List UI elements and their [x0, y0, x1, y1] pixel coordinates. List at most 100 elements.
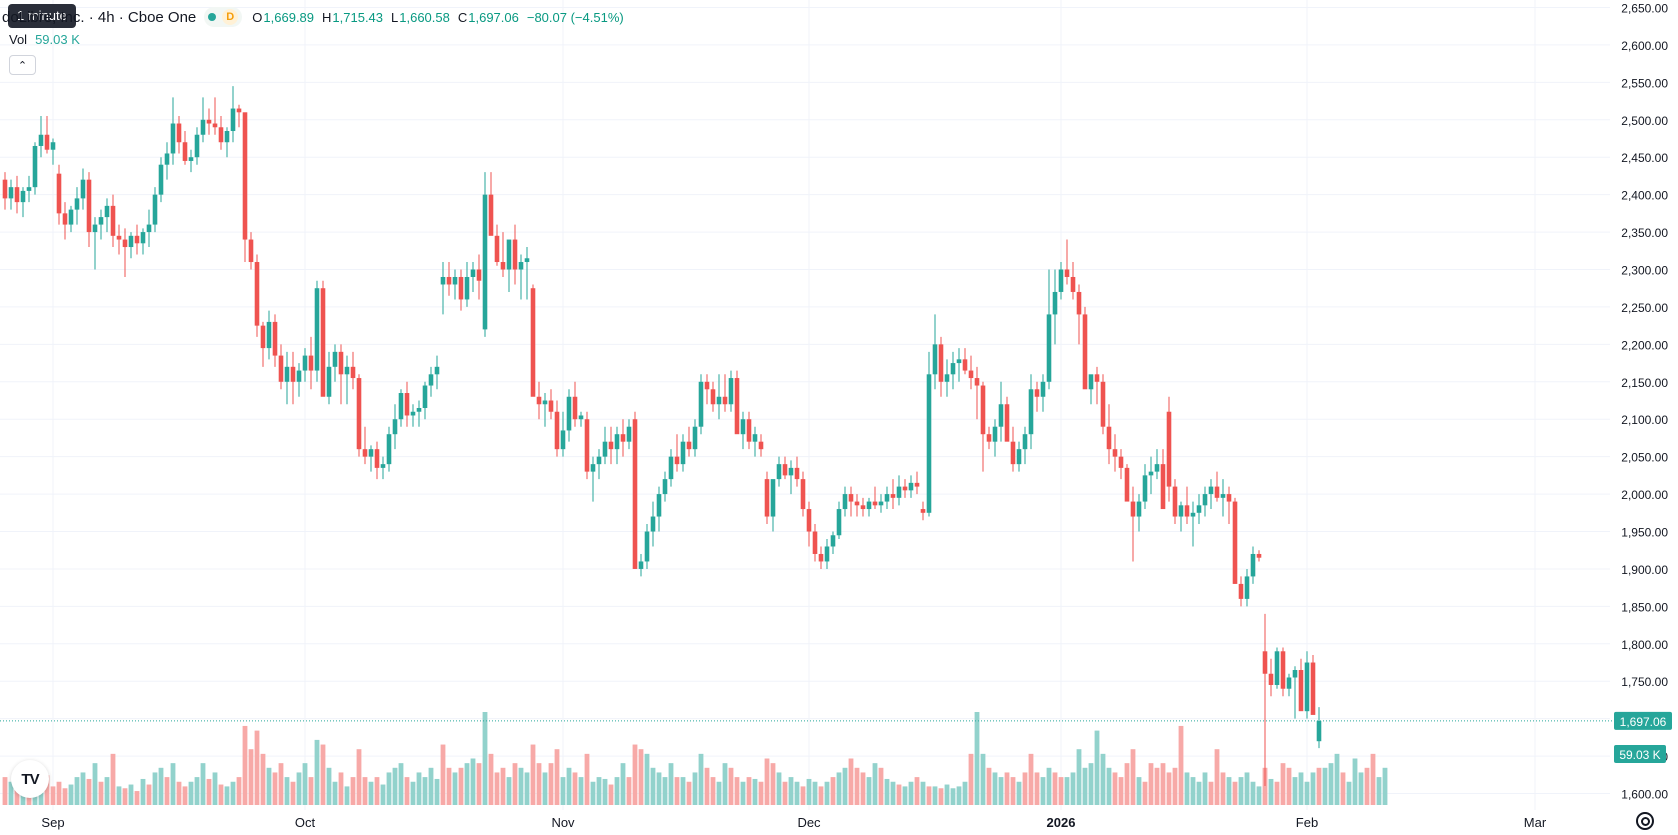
candle-body — [1178, 505, 1184, 517]
volume-bar — [1190, 777, 1196, 805]
candle-body — [764, 479, 770, 517]
volume-bar — [572, 772, 578, 805]
candle-body — [818, 553, 824, 562]
volume-bar — [380, 784, 386, 805]
candle-body — [554, 411, 560, 450]
candle-body — [896, 486, 902, 498]
candle-body — [506, 239, 512, 270]
candle-body — [668, 456, 674, 480]
volume-bar — [224, 786, 230, 805]
candle-body — [368, 449, 374, 457]
candle-body — [164, 153, 170, 165]
volume-bar — [776, 772, 782, 805]
volume-bar — [512, 763, 518, 805]
volume-legend[interactable]: Vol 59.03 K — [9, 32, 80, 47]
volume-bar — [242, 725, 248, 805]
volume-bar — [578, 777, 584, 805]
candle-body — [236, 108, 242, 113]
candle-body — [86, 179, 92, 233]
candle-body — [800, 479, 806, 510]
candle-body — [1226, 494, 1232, 502]
volume-bar — [8, 781, 14, 805]
candle-body — [1250, 553, 1256, 577]
candle-body — [878, 501, 884, 506]
candle-body — [68, 209, 74, 225]
candle-body — [950, 363, 956, 375]
candle-body — [476, 269, 482, 281]
symbol-title[interactable]: doLibre, Inc. · 4h · Cboe One — [2, 8, 197, 26]
volume-bar — [80, 772, 86, 805]
candle-body — [542, 400, 548, 405]
volume-bar — [1340, 772, 1346, 805]
volume-bar — [746, 777, 752, 805]
settings-gear-icon[interactable] — [1636, 812, 1654, 830]
volume-bar — [1250, 781, 1256, 805]
volume-bar — [314, 739, 320, 805]
candle-body — [884, 494, 890, 502]
volume-bar — [830, 777, 836, 805]
candle-body — [428, 374, 434, 386]
volume-bar — [1364, 767, 1370, 805]
ohlc-open: O1,669.89 — [252, 9, 315, 25]
volume-bar — [482, 712, 488, 805]
volume-bar — [1232, 781, 1238, 805]
candle-body — [8, 187, 14, 199]
volume-bar — [68, 784, 74, 805]
volume-bar — [14, 786, 20, 805]
candle-body — [806, 509, 812, 532]
candle-body — [254, 262, 260, 326]
volume-bar — [416, 772, 422, 805]
volume-bar — [1118, 777, 1124, 805]
candle-body — [548, 400, 554, 412]
candle-body — [302, 355, 308, 371]
y-tick-label: 2,100.00 — [1621, 413, 1668, 427]
volume-bar — [434, 778, 440, 805]
candle-body — [326, 366, 332, 397]
volume-bar — [908, 781, 914, 805]
candle-body — [272, 321, 278, 356]
volume-bar — [320, 744, 326, 805]
volume-bar — [1268, 778, 1274, 805]
volume-bar — [668, 763, 674, 805]
volume-bar — [98, 781, 104, 805]
volume-bar — [794, 781, 800, 805]
candle-body — [590, 464, 596, 472]
volume-bar — [302, 763, 308, 805]
volume-bar — [548, 763, 554, 805]
candle-body — [404, 393, 410, 416]
candle-body — [740, 419, 746, 435]
volume-bar — [866, 777, 872, 805]
candle-body — [50, 142, 56, 150]
volume-bar — [662, 777, 668, 805]
volume-bar — [1256, 786, 1262, 805]
volume-bar — [104, 777, 110, 805]
candle-body — [338, 351, 344, 375]
volume-badge — [1614, 745, 1666, 763]
volume-bar — [770, 763, 776, 805]
volume-bar — [914, 777, 920, 805]
tradingview-logo-icon[interactable]: TV — [11, 760, 49, 798]
candle-body — [212, 123, 218, 128]
candle-body — [986, 434, 992, 442]
volume-bar — [1070, 772, 1076, 805]
volume-bar — [356, 749, 362, 805]
candle-body — [170, 123, 176, 154]
market-status[interactable]: D — [204, 7, 243, 27]
volume-bar — [122, 788, 128, 805]
y-tick-label: 2,400.00 — [1621, 189, 1668, 203]
volume-bar — [1220, 772, 1226, 805]
collapse-legend-button[interactable]: ⌃ — [9, 55, 36, 75]
candle-body — [1262, 651, 1268, 674]
candle-body — [356, 378, 362, 450]
volume-bar — [1280, 763, 1286, 805]
candle-body — [62, 213, 68, 225]
candle-body — [1190, 512, 1196, 517]
candle-body — [1280, 651, 1286, 689]
candle-body — [1298, 670, 1304, 712]
volume-bar — [1160, 763, 1166, 805]
volume-bar — [716, 781, 722, 805]
candle-body — [452, 276, 458, 285]
volume-bar — [812, 781, 818, 805]
volume-bar — [596, 777, 602, 805]
